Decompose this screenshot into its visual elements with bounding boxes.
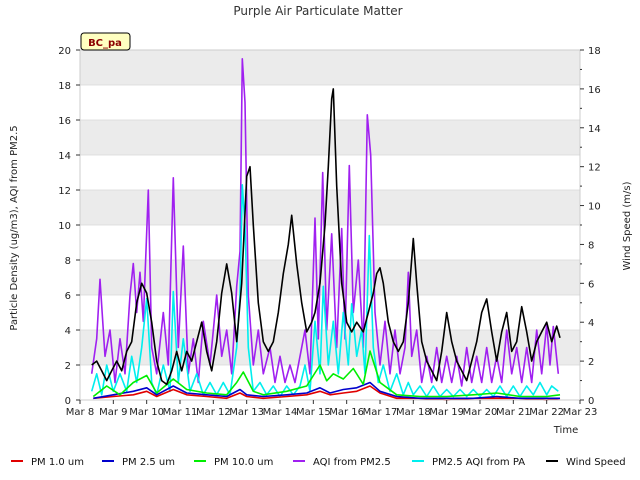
site-badge-box [80,32,131,51]
y-right-tick-label: 0 [588,396,594,407]
legend-label: PM2.5 AQI from PA [432,457,525,468]
series-line-wind-speed [91,88,561,386]
legend-label: AQI from PM2.5 [313,457,391,468]
legend-label: PM 1.0 um [31,457,84,468]
site-badge: BC_pa [80,32,131,51]
x-tick-label: Mar 22 [529,407,564,418]
y-right-tick-label: 10 [588,202,601,213]
x-tick-label: Mar 23 [563,407,598,418]
y-right-axis-label: Wind Speed (m/s) [622,181,633,270]
x-tick-label: Mar 18 [396,407,431,418]
y-left-tick-label: 14 [58,151,71,162]
x-tick-label: Mar 21 [496,407,531,418]
series-line-pm-2-5-um [93,381,560,400]
x-tick-label: Mar 16 [329,407,364,418]
background-band [80,50,580,85]
y-left-axis-label: Particle Density (ug/m3), AQI from PM2.5 [9,125,20,330]
x-tick-label: Mar 11 [163,407,198,418]
x-tick-label: Mar 19 [429,407,464,418]
y-left-tick-label: 0 [65,396,71,407]
x-tick-label: Mar 17 [363,407,398,418]
series-line-pm-1-0-um [93,385,561,401]
y-right-tick-label: 18 [588,46,601,57]
background-band [80,190,580,225]
series-line-aqi-from-pm2-5 [90,58,560,387]
legend-label: Wind Speed [566,457,626,468]
y-right-axis-ticks: 0 2 4 6 8 10 12 14 16 18 [580,46,601,407]
x-tick-label: Mar 14 [263,407,298,418]
x-tick-label: Mar 15 [296,407,331,418]
y-left-tick-label: 12 [58,186,71,197]
legend-label: PM 2.5 um [122,457,175,468]
series-layer [90,58,561,401]
y-left-tick-label: 20 [58,46,71,57]
y-left-tick-label: 10 [58,221,71,232]
y-right-tick-label: 12 [588,163,601,174]
y-right-tick-label: 8 [588,240,594,251]
chart-title: Purple Air Particulate Matter [233,4,402,18]
y-left-tick-label: 16 [58,116,71,127]
legend: PM 1.0 um PM 2.5 um PM 10.0 um AQI from PM2… [11,457,626,468]
y-right-tick-label: 2 [588,357,594,368]
x-tick-label: Mar 13 [229,407,264,418]
y-left-tick-label: 2 [65,361,71,372]
y-left-tick-label: 18 [58,81,71,92]
y-left-tick-label: 8 [65,256,71,267]
x-tick-label: Mar 20 [463,407,498,418]
y-left-tick-label: 4 [65,326,71,337]
x-tick-label: Mar 12 [196,407,231,418]
y-left-tick-label: 6 [65,291,71,302]
x-tick-label: Mar 8 [66,407,94,418]
legend-label: PM 10.0 um [214,457,273,468]
y-right-tick-label: 14 [588,124,601,135]
y-right-tick-label: 16 [588,85,601,96]
series-line-pm-10-0-um [92,350,561,398]
y-left-axis-ticks: 0 2 4 6 8 10 12 14 16 18 20 [58,46,80,407]
gridlines [80,49,580,401]
x-tick-label: Mar 9 [99,407,127,418]
site-badge-label: BC_pa [88,38,122,49]
y-right-tick-label: 4 [588,318,594,329]
x-tick-label: Mar 10 [129,407,164,418]
x-axis-label: Time [553,425,578,436]
y-right-tick-label: 6 [588,279,594,290]
